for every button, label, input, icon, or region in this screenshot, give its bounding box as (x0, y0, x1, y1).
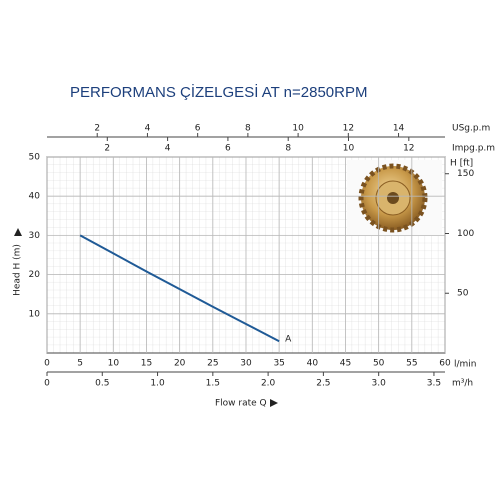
y-tick-label: 20 (29, 270, 41, 280)
axis-tick-label: 4 (165, 144, 171, 154)
axis-tick-label: 10 (292, 124, 304, 134)
y-tick-label: 50 (29, 153, 41, 163)
x-tick-label: 45 (340, 359, 351, 369)
x-tick-label: 0 (44, 359, 50, 369)
axis-tick-label: 3.0 (372, 379, 387, 389)
axis-tick-label: 6 (225, 144, 231, 154)
y-tick-label: 30 (29, 231, 41, 241)
y-tick-label: 10 (29, 309, 41, 319)
y-tick-label: 40 (29, 192, 41, 202)
y2-tick-label: 100 (457, 229, 474, 239)
axis-tick-label: 2 (94, 124, 100, 134)
x-tick-label: 15 (141, 359, 152, 369)
chart-title: PERFORMANS ÇİZELGESİ AT n=2850RPM (70, 83, 367, 101)
axis-tick-label: 0.5 (95, 379, 109, 389)
x-tick-label: 40 (307, 359, 319, 369)
y2-axis-title: H [ft] (450, 159, 473, 169)
x-unit: l/min (454, 360, 477, 370)
x-tick-label: 25 (207, 359, 218, 369)
y2-tick-label: 150 (457, 169, 474, 179)
x-axis-title: Flow rate Q (215, 399, 267, 409)
axis-tick-label: 2 (104, 144, 110, 154)
arrow (14, 228, 22, 236)
impeller-photo (347, 160, 442, 236)
x-tick-label: 10 (108, 359, 120, 369)
x-tick-label: 5 (77, 359, 83, 369)
x-tick-label: 50 (373, 359, 385, 369)
axis-tick-label: 8 (285, 144, 291, 154)
axis-tick-label: 1.5 (206, 379, 220, 389)
axis-tick-label: 12 (403, 144, 414, 154)
x-tick-label: 55 (406, 359, 417, 369)
x-tick-label: 35 (273, 359, 284, 369)
axis-tick-label: 2.5 (316, 379, 330, 389)
y2-tick-label: 50 (457, 289, 469, 299)
series-label: A (285, 335, 292, 345)
axis-tick-label: 12 (343, 124, 354, 134)
axis-tick-label: 3.5 (427, 379, 441, 389)
axis-tick-label: 8 (245, 124, 251, 134)
series-line (79, 234, 280, 343)
x-tick-label: 20 (174, 359, 186, 369)
axis-tick-label: 10 (343, 144, 355, 154)
axis-tick-label: 1.0 (150, 379, 165, 389)
axis-tick-label: 4 (145, 124, 151, 134)
axis-unit: USg.p.m (452, 124, 490, 134)
axis-unit: Impg.p.m (452, 144, 495, 154)
y-axis-title: Head H (m) (13, 244, 23, 296)
axis-tick-label: 14 (393, 124, 405, 134)
axis-unit: m³/h (452, 379, 473, 389)
axis-tick-label: 0 (44, 379, 50, 389)
x-tick-label: 30 (240, 359, 252, 369)
axis-tick-label: 2.0 (261, 379, 276, 389)
arrow (270, 399, 278, 407)
axis-tick-label: 6 (195, 124, 201, 134)
x-tick-label: 60 (439, 359, 451, 369)
